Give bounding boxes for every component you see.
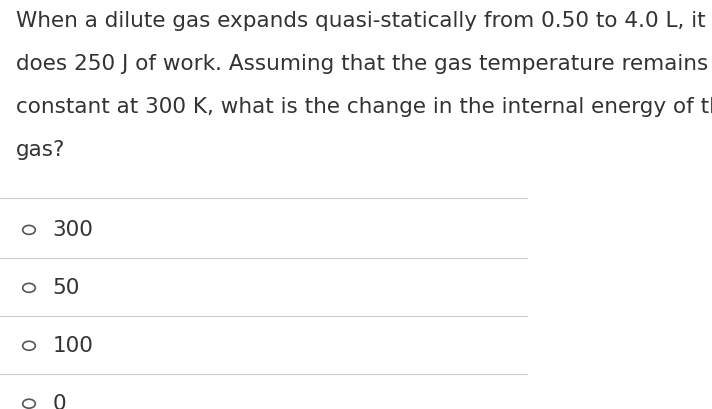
Text: does 250 J of work. Assuming that the gas temperature remains: does 250 J of work. Assuming that the ga… xyxy=(16,54,708,74)
Text: gas?: gas? xyxy=(16,140,66,160)
Text: 0: 0 xyxy=(53,394,66,409)
Text: 100: 100 xyxy=(53,336,93,356)
Text: 50: 50 xyxy=(53,278,80,298)
Text: When a dilute gas expands quasi-statically from 0.50 to 4.0 L, it: When a dilute gas expands quasi-statical… xyxy=(16,11,706,31)
Text: 300: 300 xyxy=(53,220,93,240)
Text: constant at 300 K, what is the change in the internal energy of the: constant at 300 K, what is the change in… xyxy=(16,97,712,117)
